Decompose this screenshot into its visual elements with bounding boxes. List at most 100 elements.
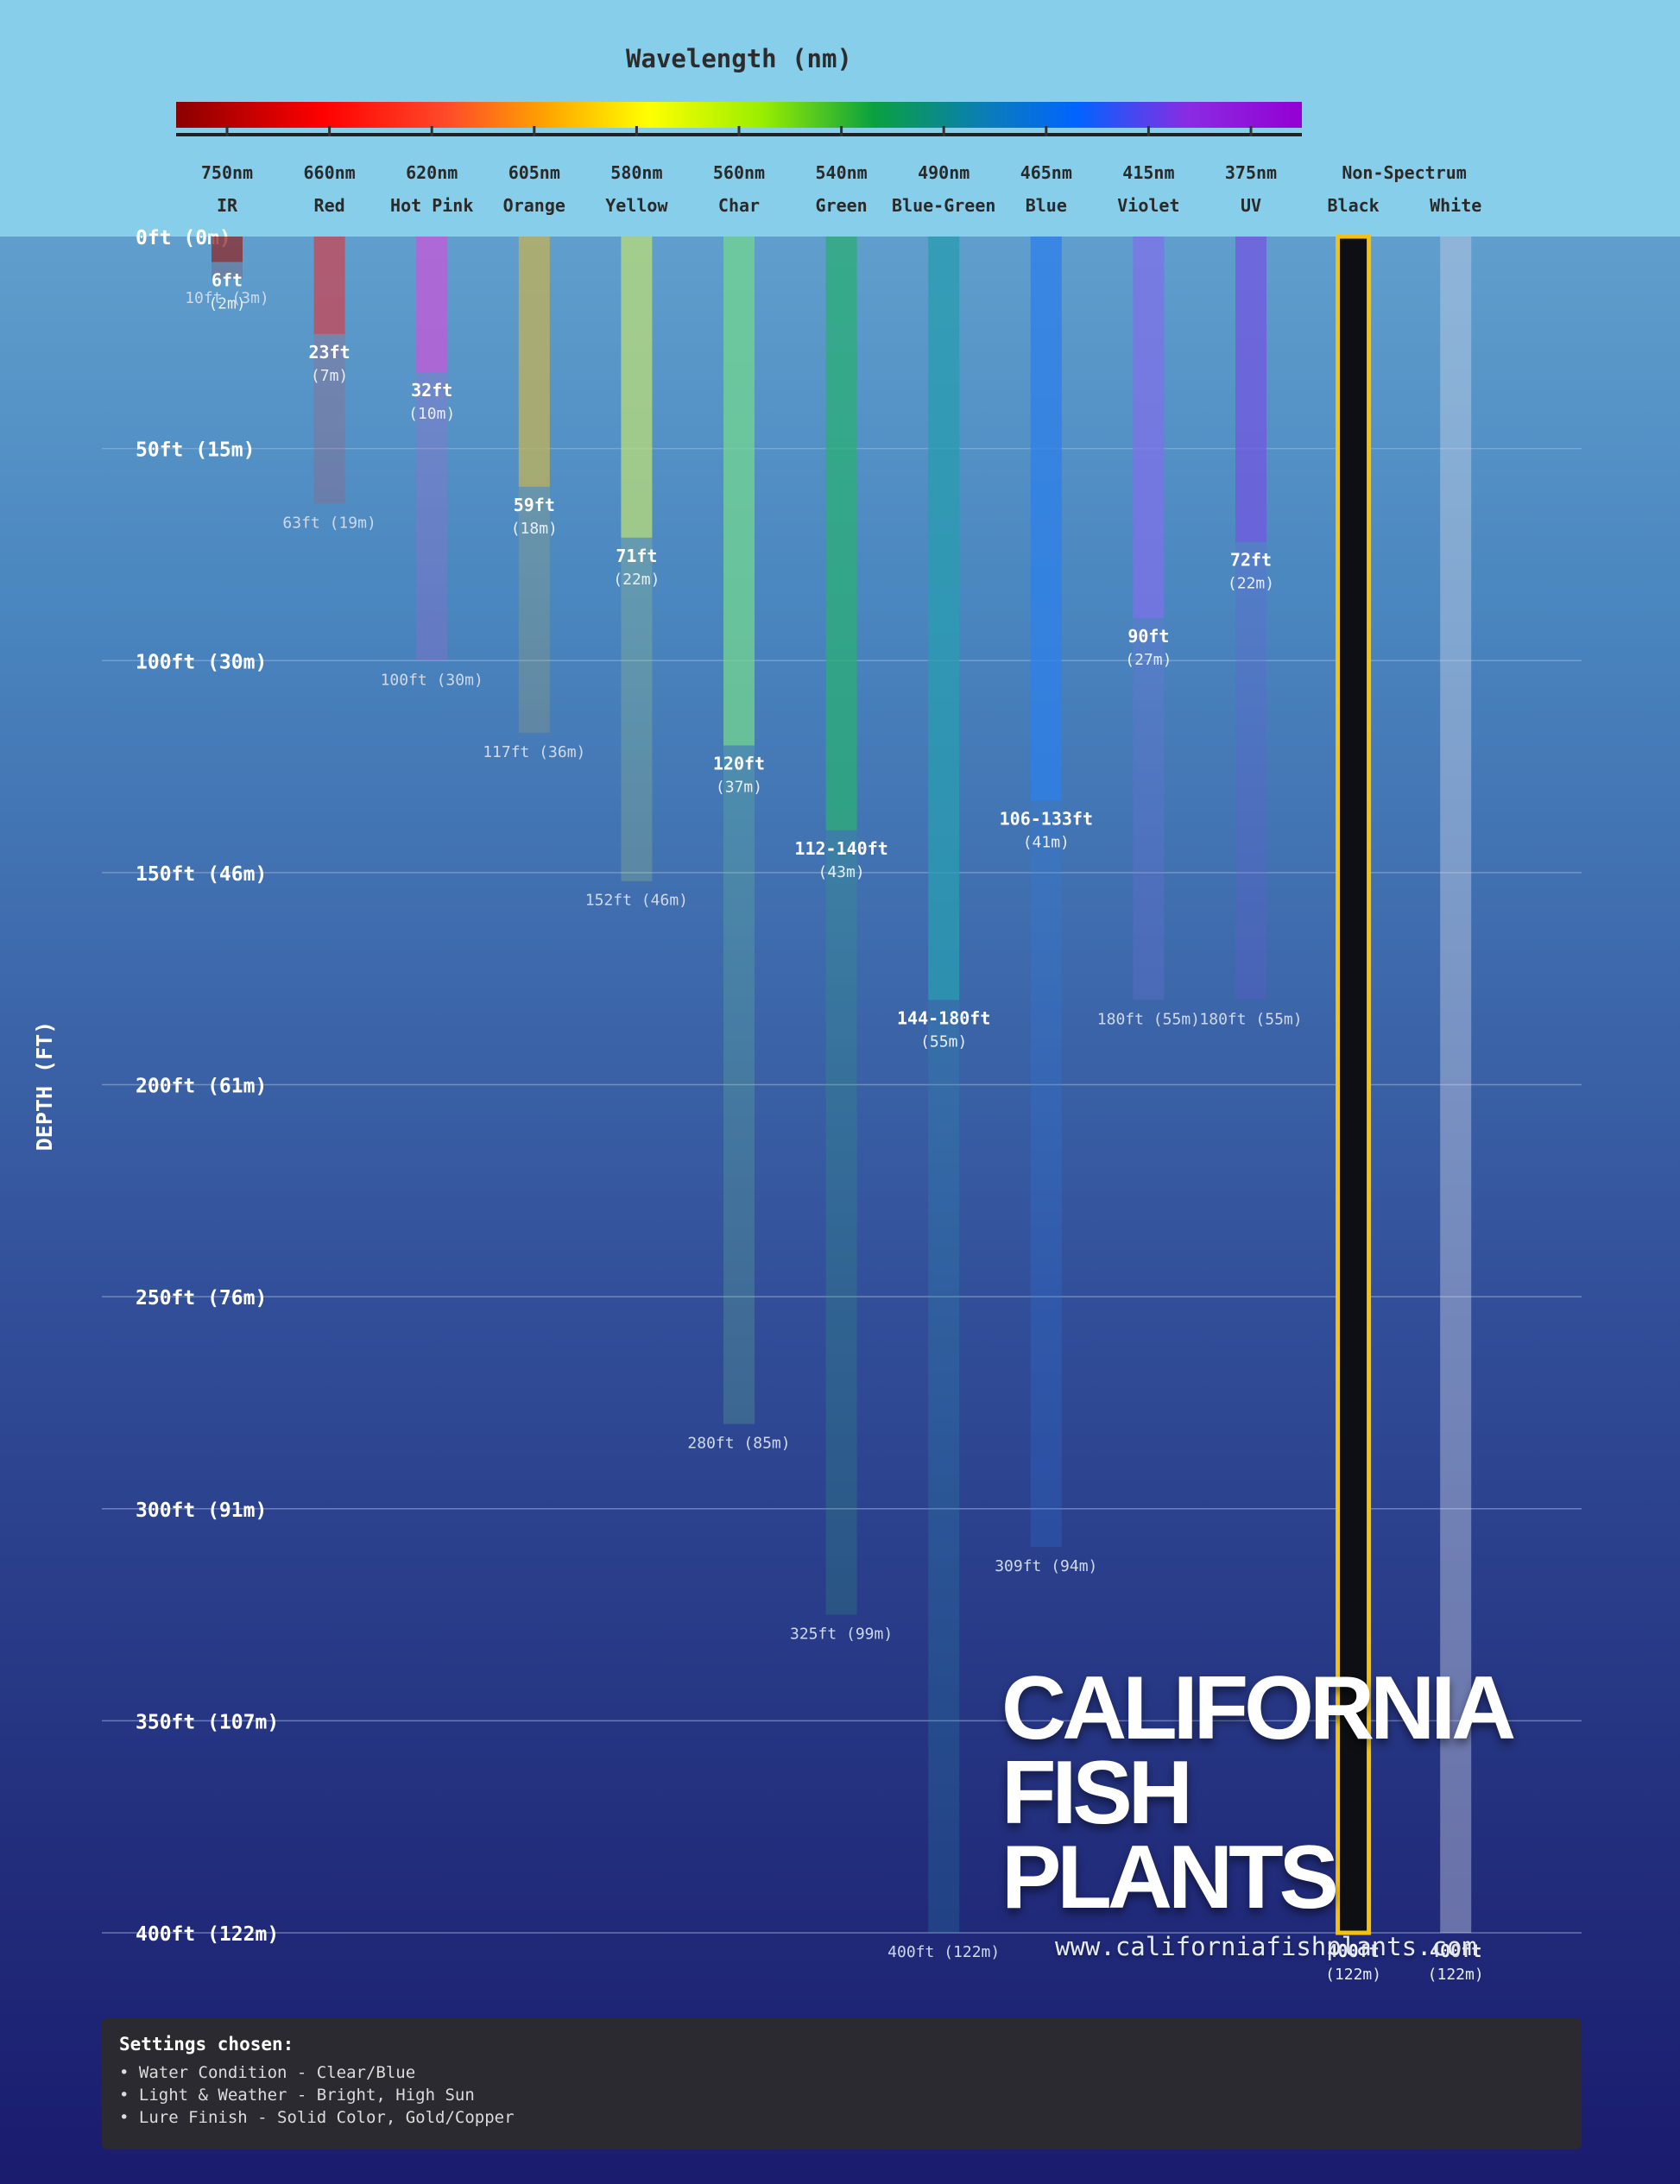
column-yellow: 580nm Yellow 152ft (46m) 71ft (22m) xyxy=(585,162,688,910)
color-name-label: UV xyxy=(1241,195,1261,216)
visible-depth-meters: (43m) xyxy=(818,863,865,881)
fade-label: 63ft (19m) xyxy=(282,514,376,532)
wavelength-label: 540nm xyxy=(815,162,867,183)
fade-label: 309ft (94m) xyxy=(995,1557,1097,1575)
visible-bar xyxy=(1133,237,1165,619)
visible-depth-meters: (7m) xyxy=(311,367,348,385)
visible-depth-label: 23ft xyxy=(309,342,351,363)
visible-depth-label: 32ft xyxy=(411,380,452,401)
color-name-label: Blue-Green xyxy=(892,195,995,216)
visible-depth-meters: (55m) xyxy=(920,1032,967,1051)
color-name-label: IR xyxy=(217,195,238,216)
spectrum-tick xyxy=(430,126,433,136)
visible-depth-meters: (2m) xyxy=(208,294,245,312)
spectrum-tick xyxy=(942,126,945,136)
wavelength-label: 490nm xyxy=(918,162,969,183)
visible-depth-label: 71ft xyxy=(616,546,657,566)
visible-depth-label: 72ft xyxy=(1230,550,1272,571)
color-name-label: Orange xyxy=(503,195,565,216)
visible-bar xyxy=(825,237,857,830)
color-name-label: Red xyxy=(314,195,345,216)
logo-url[interactable]: www.californiafishplants.com xyxy=(1055,1932,1477,1961)
column-ir: 750nm IR 10ft (3m)6ft (2m) xyxy=(185,162,269,312)
visible-depth-meters: (22m) xyxy=(613,571,660,589)
spectrum-tick xyxy=(225,126,229,136)
fade-label: 400ft (122m) xyxy=(887,1943,1000,1961)
wavelength-label: 375nm xyxy=(1225,162,1277,183)
settings-item-water: • Water Condition - Clear/Blue xyxy=(119,2063,416,2082)
column-uv: 375nm UV 180ft (55m) 72ft (22m) xyxy=(1199,162,1302,1028)
column-violet: 415nm Violet 180ft (55m) 90ft (27m) xyxy=(1097,162,1200,1028)
visible-bar xyxy=(928,237,960,1000)
visible-depth-meters: (37m) xyxy=(716,779,762,797)
color-name-label: Violet xyxy=(1117,195,1179,216)
visible-depth-label: 144-180ft xyxy=(897,1007,990,1028)
visible-bar xyxy=(1440,237,1472,1933)
spectrum-tick xyxy=(737,126,741,136)
group-label: Non-Spectrum xyxy=(1342,162,1467,183)
fade-label: 10ft (3m) xyxy=(185,289,269,307)
spectrum-tick xyxy=(1045,126,1048,136)
spectrum-tick xyxy=(533,126,536,136)
brand-logo: CALIFORNIA FISH PLANTS www.californiafis… xyxy=(1001,1658,1519,1961)
visible-depth-meters: (27m) xyxy=(1125,651,1172,669)
column-char: 560nm Char 280ft (85m) 120ft (37m) xyxy=(687,162,790,1453)
visible-bar xyxy=(1336,234,1372,1935)
visible-depth-meters: (122m) xyxy=(1325,1966,1381,1984)
visible-bar xyxy=(1030,237,1062,801)
visible-depth-meters: (122m) xyxy=(1428,1966,1484,1984)
fade-label: 325ft (99m) xyxy=(790,1625,893,1644)
y-axis-label: DEPTH (FT) xyxy=(32,1021,57,1152)
visible-bar xyxy=(621,237,653,538)
wavelength-label: 415nm xyxy=(1122,162,1174,183)
logo-line-2: FISH PLANTS xyxy=(1001,1743,1339,1928)
wavelength-label: 605nm xyxy=(508,162,560,183)
spectrum-bar xyxy=(176,102,1302,128)
visible-depth-label: 120ft xyxy=(713,754,765,774)
color-name-label: Yellow xyxy=(605,195,668,216)
visible-bar xyxy=(416,237,448,373)
visible-depth-label: 400ft xyxy=(1327,1941,1379,1961)
visible-depth-label: 106-133ft xyxy=(1000,808,1093,829)
wavelength-label: 560nm xyxy=(713,162,765,183)
settings-title: Settings chosen: xyxy=(119,2034,294,2055)
fade-label: 280ft (85m) xyxy=(687,1435,790,1453)
spectrum-tick xyxy=(1249,126,1253,136)
color-name-label: Char xyxy=(718,195,760,216)
y-tick-label: 200ft (61m) xyxy=(136,1076,267,1098)
column-red: 660nm Red 63ft (19m) 23ft (7m) xyxy=(282,162,376,532)
settings-item-light: • Light & Weather - Bright, High Sun xyxy=(119,2086,475,2105)
y-tick-label: 350ft (107m) xyxy=(136,1711,279,1733)
y-tick-label: 400ft (122m) xyxy=(136,1923,279,1946)
visible-depth-meters: (18m) xyxy=(511,520,558,538)
visible-bar xyxy=(518,237,550,487)
wavelength-label: 750nm xyxy=(201,162,253,183)
visible-depth-meters: (22m) xyxy=(1228,575,1274,593)
column-blue-green: 490nm Blue-Green 400ft (122m) 144-180ft (55m… xyxy=(887,162,1000,1961)
color-name-label: Green xyxy=(815,195,867,216)
fade-label: 152ft (46m) xyxy=(585,892,688,910)
spectrum-tick xyxy=(840,126,843,136)
visible-depth-meters: (41m) xyxy=(1023,833,1070,851)
visible-depth-meters: (10m) xyxy=(408,405,455,423)
spectrum-tick xyxy=(328,126,332,136)
visible-bar xyxy=(313,237,345,334)
visible-depth-label: 400ft xyxy=(1430,1941,1481,1961)
y-tick-label: 300ft (91m) xyxy=(136,1499,267,1522)
visible-bar xyxy=(723,237,755,746)
column-green: 540nm Green 325ft (99m) 112-140ft (43m) xyxy=(790,162,893,1644)
color-name-label: Black xyxy=(1327,195,1379,216)
fade-label: 180ft (55m) xyxy=(1199,1010,1302,1028)
wavelength-label: 580nm xyxy=(610,162,662,183)
y-tick-label: 150ft (46m) xyxy=(136,863,267,886)
column-black: Non-Spectrum Black 400ft (122m) xyxy=(1325,162,1467,1984)
fade-label: 100ft (30m) xyxy=(381,671,483,689)
fade-label: 117ft (36m) xyxy=(483,743,585,761)
spectrum-tick xyxy=(635,126,638,136)
spectrum-tick xyxy=(1146,126,1150,136)
logo-line-1: CALIFORNIA xyxy=(1001,1658,1516,1758)
column-hot-pink: 620nm Hot Pink 100ft (30m) 32ft (10m) xyxy=(381,162,483,689)
fade-label: 180ft (55m) xyxy=(1097,1010,1200,1028)
color-name-label: White xyxy=(1430,195,1481,216)
